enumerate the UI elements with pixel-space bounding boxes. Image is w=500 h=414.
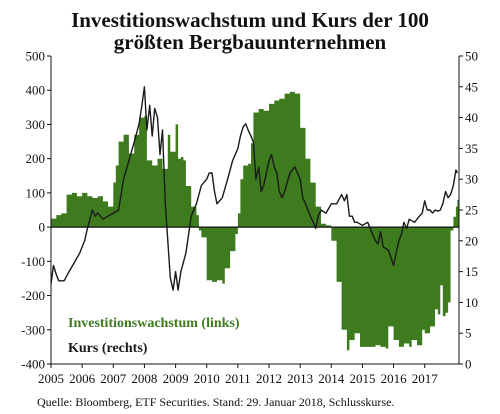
x-tick-label: 2006 [69,371,96,386]
left-tick-label: -300 [21,322,45,337]
legend-investment-growth: Investitionswachstum (links) [68,316,240,331]
chart-source: Quelle: Bloomberg, ETF Securities. Stand… [37,395,394,409]
right-tick-label: 45 [465,79,478,94]
x-tick-label: 2007 [100,371,127,386]
x-tick-label: 2008 [131,371,157,386]
right-tick-label: 15 [465,264,478,279]
right-tick-label: 5 [465,326,472,341]
left-tick-label: 100 [26,185,46,200]
x-tick-label: 2013 [287,371,313,386]
right-tick-label: 20 [465,233,478,248]
right-tick-label: 25 [465,203,478,218]
plot-area [50,86,459,351]
x-tick-label: 2016 [381,371,408,386]
axes: 5004003002001000-100-200-300-40050454035… [21,49,478,387]
x-tick-label: 2011 [225,371,251,386]
chart-title-line-1: Investitionswachstum und Kurs der 100 [71,8,429,32]
right-tick-label: 30 [465,172,478,187]
right-tick-label: 50 [465,49,478,64]
left-tick-label: 500 [26,49,46,64]
right-tick-label: 10 [465,295,478,310]
left-tick-label: 400 [26,83,46,98]
left-tick-label: 300 [26,117,46,132]
legend-price: Kurs (rechts) [68,341,148,356]
x-tick-label: 2012 [256,371,282,386]
x-tick-label: 2015 [349,371,375,386]
left-tick-label: -100 [21,254,45,269]
x-tick-label: 2014 [318,371,345,386]
investment-growth-bars [51,91,459,351]
right-tick-label: 40 [465,110,478,125]
right-tick-label: 35 [465,141,478,156]
right-tick-label: 0 [465,357,472,372]
left-tick-label: -200 [21,288,45,303]
left-tick-label: 200 [26,151,46,166]
x-tick-label: 2010 [194,371,220,386]
x-tick-label: 2005 [38,371,64,386]
left-tick-label: -400 [21,357,45,372]
x-tick-label: 2017 [412,371,439,386]
chart-title-line-2: größten Bergbauunternehmen [114,30,387,54]
x-tick-label: 2009 [163,371,189,386]
price-line [50,86,459,291]
left-tick-label: 0 [39,220,46,235]
